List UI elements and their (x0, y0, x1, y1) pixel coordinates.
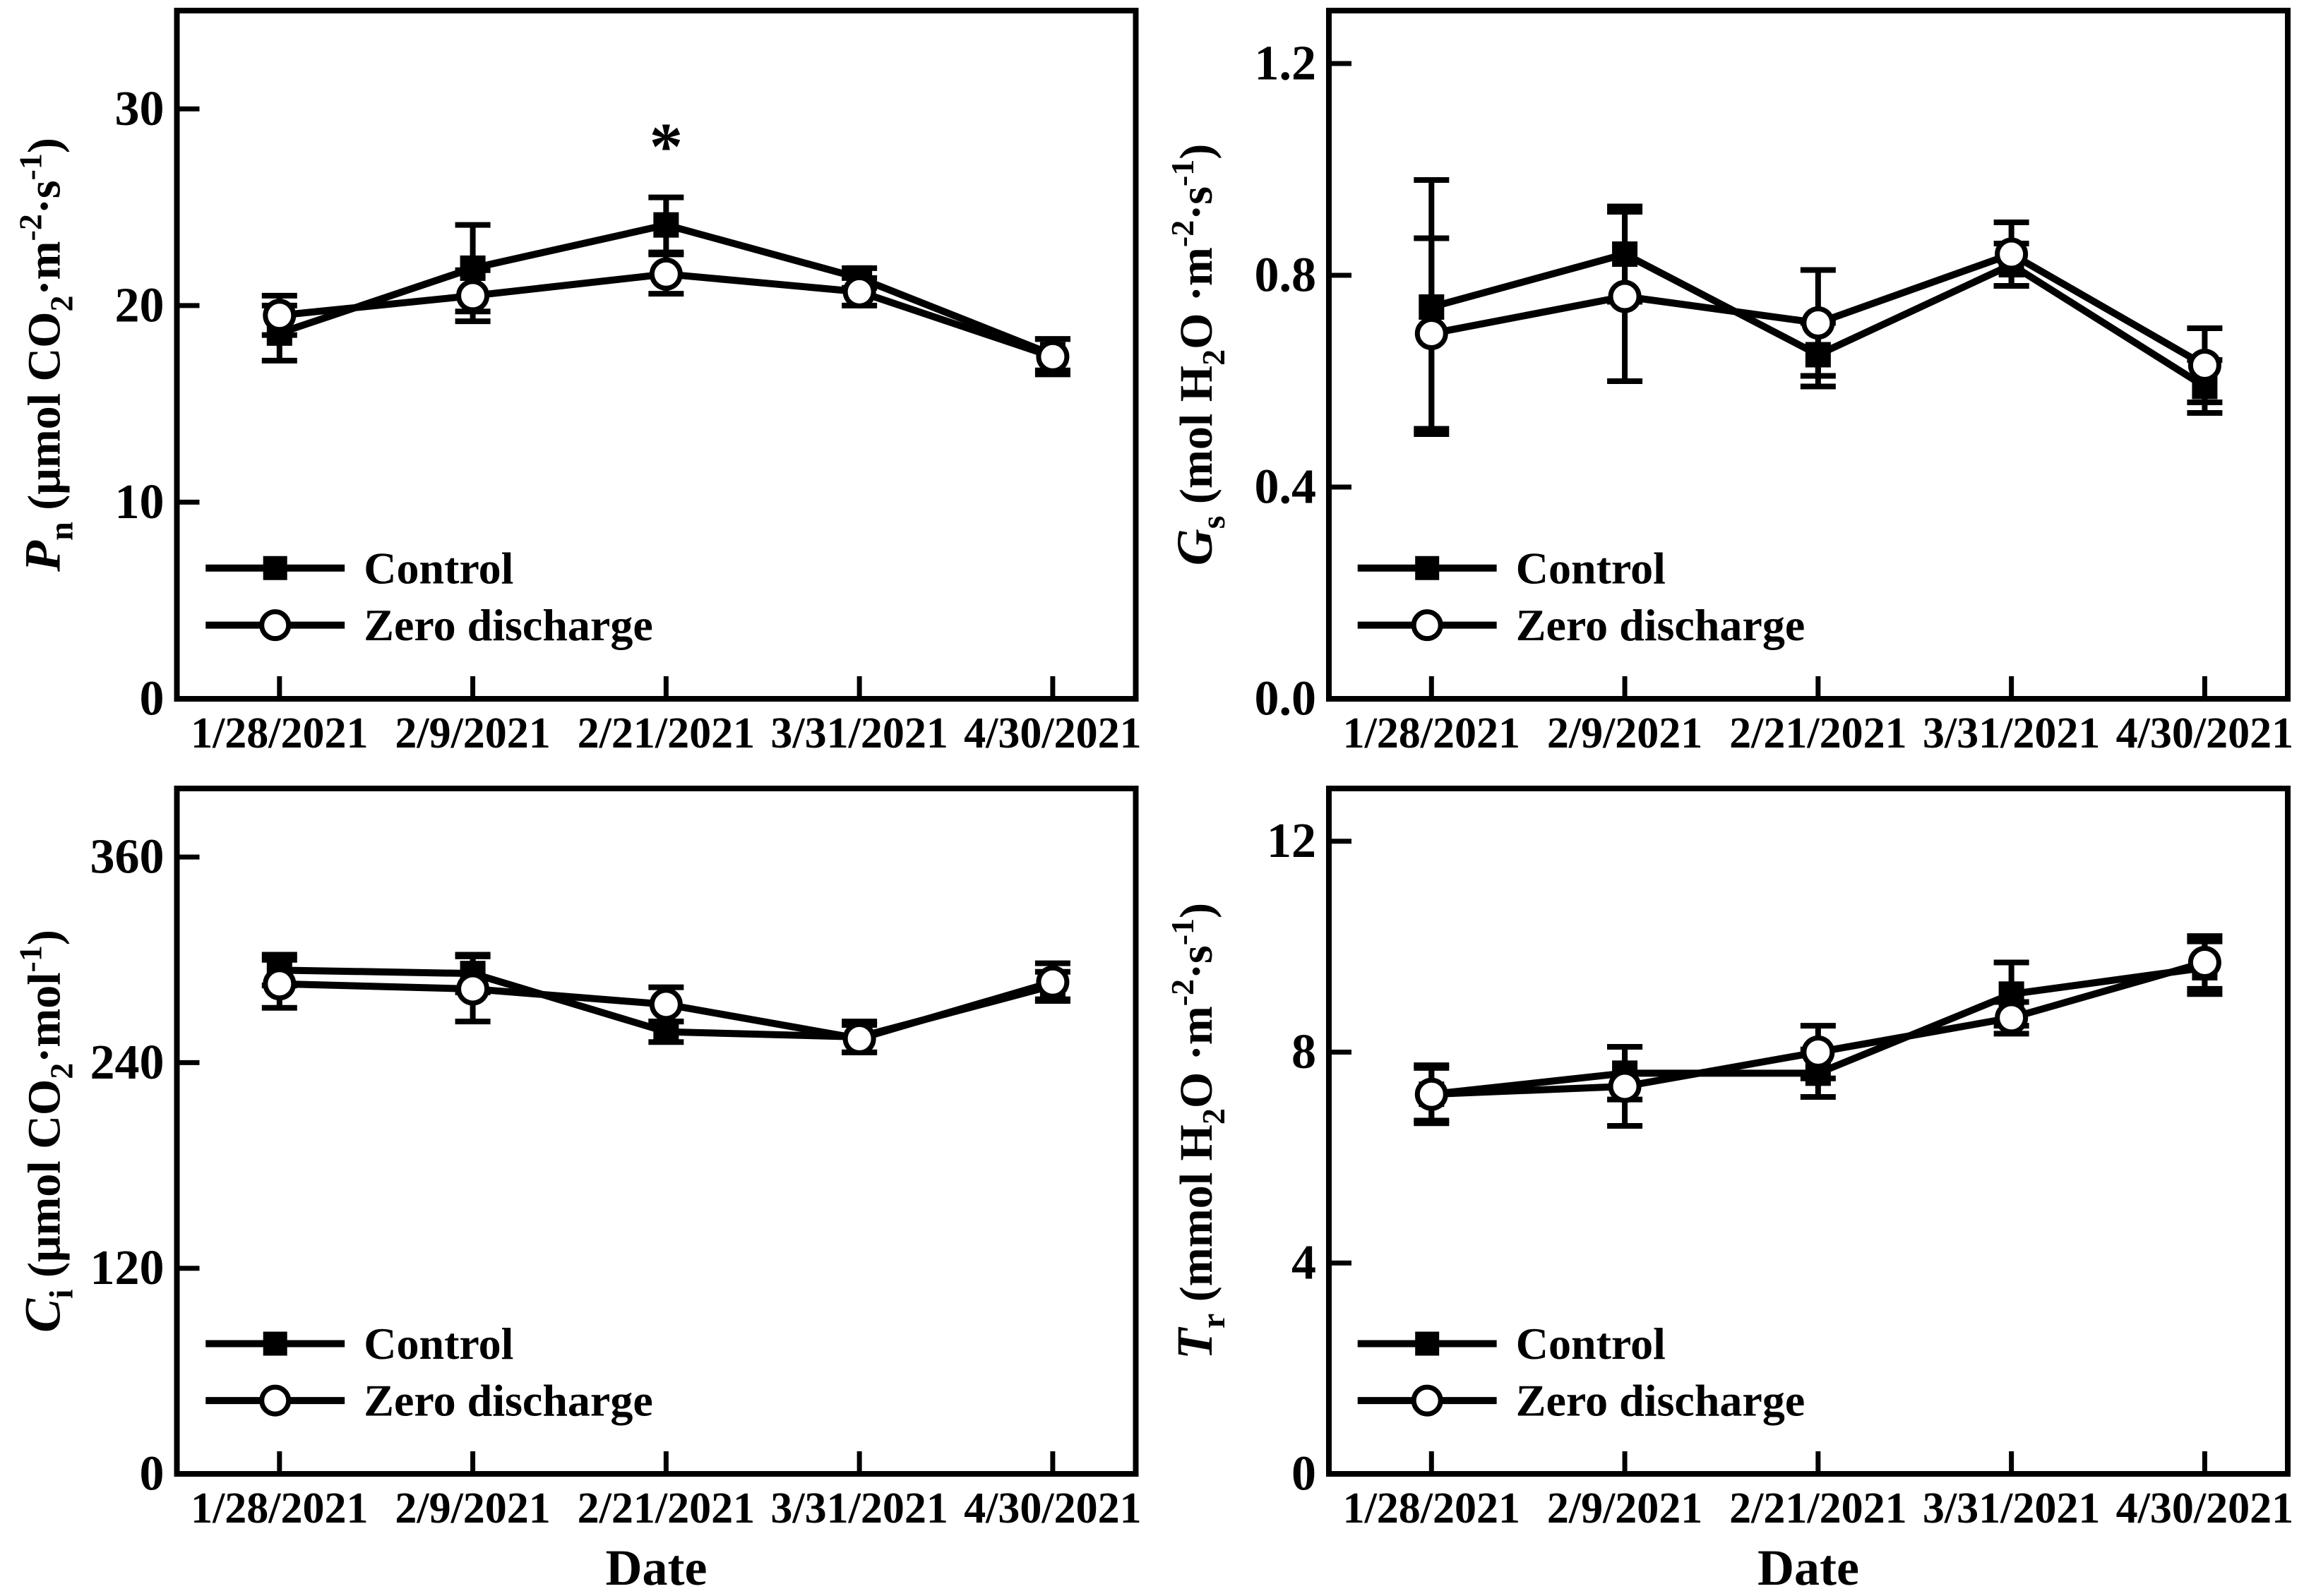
y-tick-label: 1.2 (1255, 37, 1317, 91)
legend-marker-square (1415, 1331, 1440, 1356)
marker-square-control (460, 255, 486, 281)
y-tick-label: 20 (115, 278, 165, 332)
marker-square-control (1612, 241, 1638, 267)
y-axis-label: Gs (mol H2O ·m-2·s-1) (1164, 144, 1232, 566)
marker-circle-zero-discharge (263, 299, 297, 332)
legend-zero-discharge-label: Zero discharge (1516, 1376, 1805, 1426)
marker-circle-zero-discharge (1801, 1035, 1835, 1069)
x-tick-label: 2/21/2021 (578, 1484, 755, 1532)
x-tick-label: 1/28/2021 (191, 1484, 368, 1532)
x-tick-label: 1/28/2021 (191, 709, 368, 757)
x-tick-label: 1/28/2021 (1343, 1484, 1520, 1532)
marker-circle-zero-discharge (1608, 1069, 1642, 1103)
marker-circle-zero-discharge (2187, 945, 2221, 979)
y-tick-label: 360 (90, 830, 165, 884)
y-tick-label: 0 (140, 672, 165, 726)
y-axis-label: Ci (μmol CO2·mol-1) (13, 930, 80, 1333)
marker-circle-zero-discharge (456, 972, 490, 1006)
significance-asterisk: * (650, 109, 684, 184)
legend-marker-circle (1411, 1384, 1443, 1417)
y-axis-label: Pn (μmol CO2·m-2·s-1) (13, 138, 80, 572)
marker-circle-zero-discharge (842, 275, 876, 308)
y-tick-label: 0 (140, 1447, 165, 1501)
plot-box (174, 8, 1139, 702)
legend-marker-circle (259, 1384, 292, 1417)
legend-control-label: Control (364, 543, 513, 593)
y-tick-label: 12 (1267, 814, 1316, 868)
y-tick-label: 120 (90, 1241, 165, 1295)
x-tick-label: 2/21/2021 (1729, 1484, 1906, 1532)
marker-circle-zero-discharge (1801, 306, 1835, 340)
legend-control-label: Control (1516, 543, 1666, 593)
panel-pn: 0 10 20 30 1/28/2021 2/9/2021 2/21/2021 3/31/20… (0, 0, 1152, 773)
x-tick-label: 4/30/2021 (964, 709, 1141, 757)
legend-zero-discharge-label: Zero discharge (364, 600, 652, 650)
y-tick-label: 0.0 (1255, 672, 1317, 726)
x-tick-label: 4/30/2021 (964, 1484, 1141, 1532)
panel-ci: 0 120 240 360 1/28/2021 2/9/2021 2/21/2021 3/31… (0, 773, 1152, 1596)
marker-square-control (653, 1019, 679, 1045)
x-tick-label: 2/21/2021 (578, 709, 755, 757)
x-tick-label: 2/9/2021 (1547, 709, 1702, 757)
x-tick-label: 2/9/2021 (395, 709, 550, 757)
legend-marker-circle (1411, 609, 1443, 642)
marker-circle-zero-discharge (1995, 1001, 2029, 1035)
y-tick-label: 8 (1291, 1025, 1316, 1079)
legend-control-label: Control (1516, 1319, 1666, 1369)
marker-circle-zero-discharge (1036, 965, 1070, 999)
plot-box (174, 786, 1139, 1477)
chart-pn: 0 10 20 30 1/28/2021 2/9/2021 2/21/2021 3/31/20… (13, 8, 1142, 757)
marker-circle-zero-discharge (842, 1021, 876, 1055)
panel-tr: 0 4 8 12 1/28/2021 2/9/2021 2/21/2021 3/31/2021… (1152, 773, 2304, 1596)
marker-circle-zero-discharge (1995, 237, 2029, 271)
legend-marker-square (263, 556, 287, 580)
x-tick-label: 4/30/2021 (2116, 709, 2293, 757)
x-tick-label: 1/28/2021 (1343, 709, 1520, 757)
y-tick-label: 0.4 (1255, 460, 1317, 515)
legend-marker-square (263, 1331, 287, 1356)
plot-box (1326, 8, 2291, 702)
marker-circle-zero-discharge (1608, 280, 1642, 313)
marker-square-control (1805, 342, 1831, 368)
y-axis-label: Tr (mmol H2O ·m-2·s-1) (1164, 903, 1232, 1360)
x-axis-title: Date (1757, 1540, 1859, 1596)
x-tick-label: 3/31/2021 (770, 1484, 948, 1532)
x-tick-label: 2/21/2021 (1729, 709, 1906, 757)
chart-tr: 0 4 8 12 1/28/2021 2/9/2021 2/21/2021 3/31/2021… (1164, 786, 2293, 1596)
legend-marker-circle (259, 609, 292, 642)
x-tick-label: 4/30/2021 (2116, 1484, 2293, 1532)
chart-gs: 0.0 0.4 0.8 1.2 1/28/2021 2/9/2021 2/21/2021 3/… (1164, 8, 2293, 757)
marker-circle-zero-discharge (649, 257, 683, 291)
legend-control-label: Control (364, 1319, 513, 1369)
panel-gs: 0.0 0.4 0.8 1.2 1/28/2021 2/9/2021 2/21/2021 3/… (1152, 0, 2304, 773)
y-tick-label: 4 (1291, 1236, 1316, 1290)
marker-circle-zero-discharge (263, 967, 297, 1001)
marker-square-control (653, 212, 679, 238)
plot-box (1326, 786, 2291, 1477)
chart-ci: 0 120 240 360 1/28/2021 2/9/2021 2/21/2021 3/31… (13, 786, 1142, 1596)
legend-zero-discharge-label: Zero discharge (1516, 600, 1805, 650)
y-tick-label: 10 (115, 475, 165, 529)
x-tick-label: 3/31/2021 (770, 709, 948, 757)
legend-zero-discharge-label: Zero discharge (364, 1376, 652, 1426)
marker-circle-zero-discharge (1414, 1077, 1448, 1111)
x-tick-label: 3/31/2021 (1923, 1484, 2100, 1532)
x-tick-label: 2/9/2021 (1547, 1484, 1702, 1532)
y-tick-label: 240 (90, 1036, 165, 1090)
marker-circle-zero-discharge (649, 988, 683, 1021)
x-tick-label: 2/9/2021 (395, 1484, 550, 1532)
legend-marker-square (1415, 556, 1440, 580)
y-tick-label: 30 (115, 82, 165, 136)
marker-circle-zero-discharge (1036, 340, 1070, 373)
y-tick-label: 0 (1291, 1447, 1316, 1501)
marker-square-control (1419, 294, 1445, 320)
x-tick-label: 3/31/2021 (1923, 709, 2100, 757)
y-tick-label: 0.8 (1255, 248, 1317, 303)
x-axis-title: Date (606, 1540, 708, 1596)
marker-circle-zero-discharge (456, 279, 490, 313)
marker-circle-zero-discharge (1414, 317, 1448, 350)
marker-circle-zero-discharge (2187, 349, 2221, 382)
